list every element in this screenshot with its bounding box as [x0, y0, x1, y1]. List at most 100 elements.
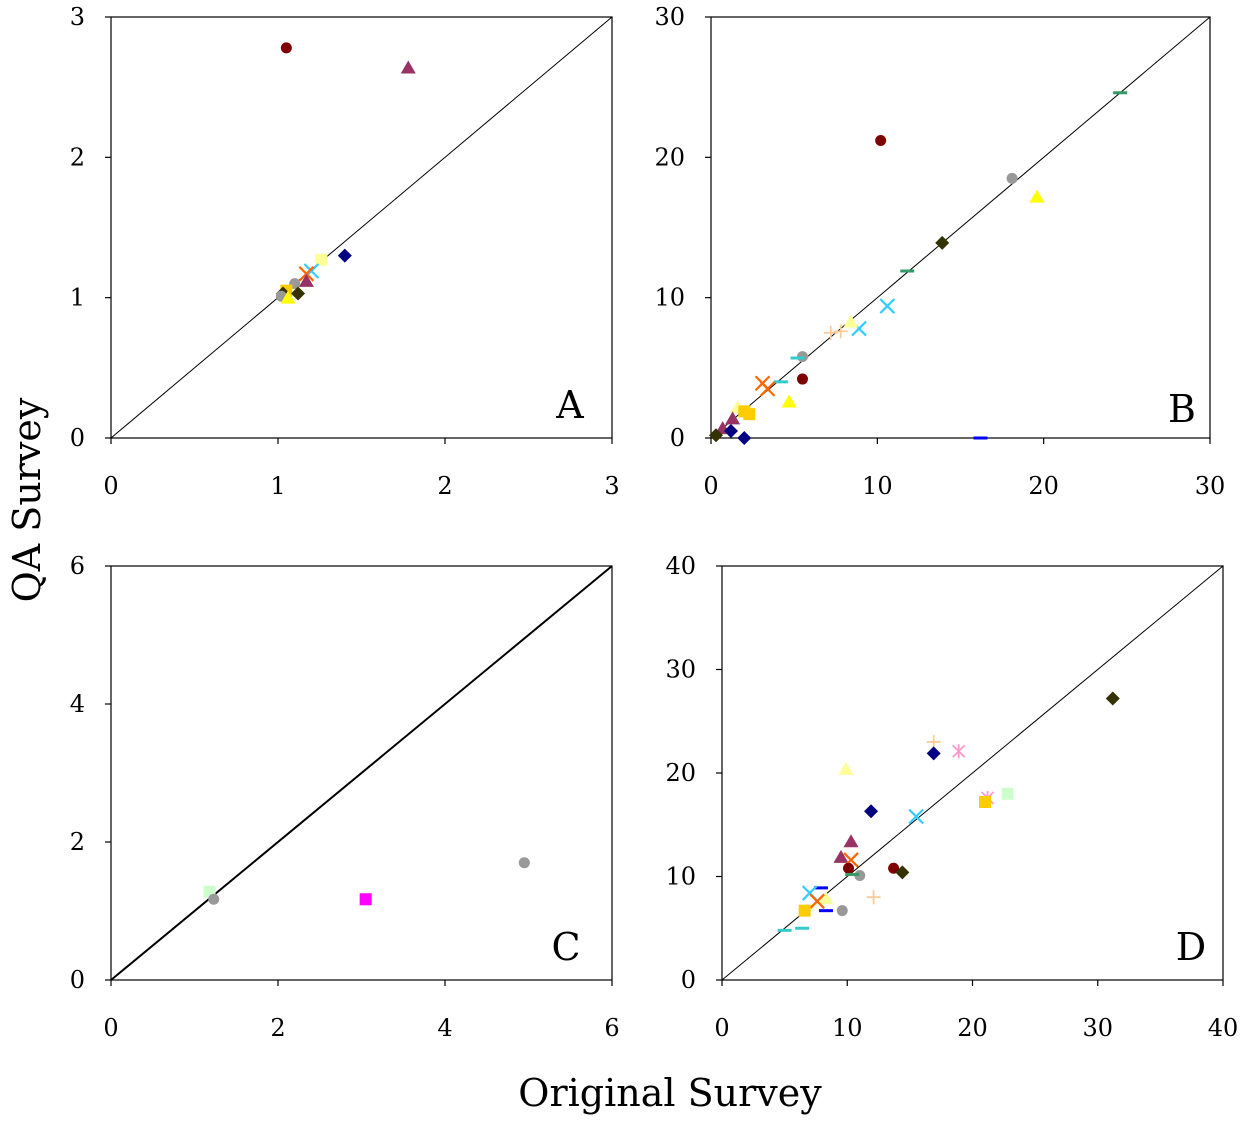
y-tick-label-c: 4 [70, 690, 85, 718]
y-tick-label-c: 6 [70, 552, 85, 580]
panel-a: 0 1 2 3 0 1 2 3 A [70, 3, 620, 500]
data-point-b [781, 394, 797, 408]
data-point-a [298, 273, 314, 287]
data-point-d [854, 869, 866, 881]
identity-line-a [110, 16, 613, 439]
data-point-d [866, 890, 881, 905]
data-point-d [843, 834, 859, 848]
data-point-a [337, 248, 352, 263]
data-point-d [818, 891, 834, 905]
y-tick-label-c: 0 [70, 966, 85, 994]
data-point-d [833, 849, 849, 863]
data-point-d [895, 865, 910, 880]
data-point-d [979, 795, 992, 808]
data-point-b [875, 134, 887, 146]
data-point-c [208, 893, 220, 905]
data-point-b [790, 356, 805, 360]
panel-b: 0 10 20 30 0 10 20 30 B [654, 3, 1225, 500]
y-tick-label-a: 2 [70, 143, 85, 171]
x-tick-label-a: 3 [604, 472, 619, 500]
data-point-b [973, 436, 988, 440]
x-tick-label-b: 20 [1028, 472, 1059, 500]
data-point-b [843, 314, 859, 328]
data-point-b [823, 325, 838, 340]
x-tick-label-b: 10 [862, 472, 893, 500]
y-tick-label-d: 40 [665, 552, 696, 580]
data-point-b [833, 324, 848, 339]
x-tick-label-d: 10 [832, 1014, 863, 1042]
data-point-d [843, 862, 855, 874]
data-point-d [864, 804, 879, 819]
panel-label-c: C [551, 925, 580, 969]
panel-d: 0 10 20 30 40 0 10 20 30 40 D [665, 552, 1238, 1042]
x-tick-label-c: 4 [437, 1014, 452, 1042]
y-tick-label-b: 0 [670, 424, 685, 452]
data-point-c [359, 893, 372, 906]
y-tick-label-d: 0 [681, 966, 696, 994]
x-tick-label-a: 0 [103, 472, 118, 500]
y-tick-label-d: 30 [665, 656, 696, 684]
x-tick-label-c: 6 [604, 1014, 619, 1042]
x-tick-label-c: 0 [103, 1014, 118, 1042]
data-point-b [743, 408, 756, 421]
data-point-d [813, 886, 828, 890]
data-point-b [900, 269, 915, 273]
data-point-a [298, 266, 315, 282]
x-tick-label-d: 0 [714, 1014, 729, 1042]
data-point-d [926, 746, 941, 761]
data-point-a [315, 253, 328, 266]
data-point-a [280, 42, 292, 54]
x-tick-label-d: 40 [1208, 1014, 1239, 1042]
x-tick-label-a: 1 [270, 472, 285, 500]
x-axis-title: Original Survey [518, 1071, 822, 1115]
panel-label-d: D [1176, 925, 1206, 969]
data-point-d [795, 926, 810, 930]
identity-line-c [110, 565, 613, 981]
y-tick-label-d: 10 [665, 863, 696, 891]
data-point-a [291, 286, 306, 301]
data-point-d [838, 761, 854, 775]
x-tick-label-b: 30 [1195, 472, 1226, 500]
data-point-d [1105, 691, 1120, 706]
data-point-d [836, 905, 848, 917]
y-tick-label-b: 10 [654, 284, 685, 312]
y-tick-label-b: 30 [654, 3, 685, 31]
data-point-b [1006, 172, 1018, 184]
data-point-d [809, 893, 825, 910]
data-point-b [1113, 91, 1128, 95]
x-tick-label-a: 2 [437, 472, 452, 500]
y-tick-label-d: 20 [665, 759, 696, 787]
panel-label-b: B [1168, 387, 1196, 431]
x-tick-label-d: 20 [957, 1014, 988, 1042]
data-point-d [845, 872, 860, 876]
data-point-d [952, 744, 966, 759]
data-point-a [400, 60, 416, 74]
panel-label-a: A [555, 383, 584, 427]
data-point-b [708, 428, 723, 443]
data-point-d [908, 808, 924, 825]
y-axis-title: QA Survey [5, 397, 49, 602]
data-point-b [935, 235, 950, 250]
data-point-d [1001, 787, 1014, 800]
y-tick-label-a: 3 [70, 3, 85, 31]
data-point-d [798, 904, 811, 917]
data-point-b [759, 381, 776, 397]
data-point-d [888, 862, 900, 874]
y-tick-label-a: 1 [70, 284, 85, 312]
data-point-a [280, 290, 296, 304]
y-tick-label-b: 20 [654, 143, 685, 171]
data-point-b [1029, 189, 1045, 203]
data-point-b [737, 431, 752, 445]
data-point-b [796, 373, 808, 385]
data-point-b [725, 411, 741, 425]
data-point-c [518, 857, 530, 869]
identity-line-b [710, 16, 1211, 439]
panel-c: 0 2 4 6 0 2 4 6 C [70, 552, 620, 1042]
data-point-d [777, 928, 792, 932]
data-point-b [723, 423, 738, 438]
data-point-b [879, 298, 896, 314]
y-tick-label-a: 0 [70, 424, 85, 452]
